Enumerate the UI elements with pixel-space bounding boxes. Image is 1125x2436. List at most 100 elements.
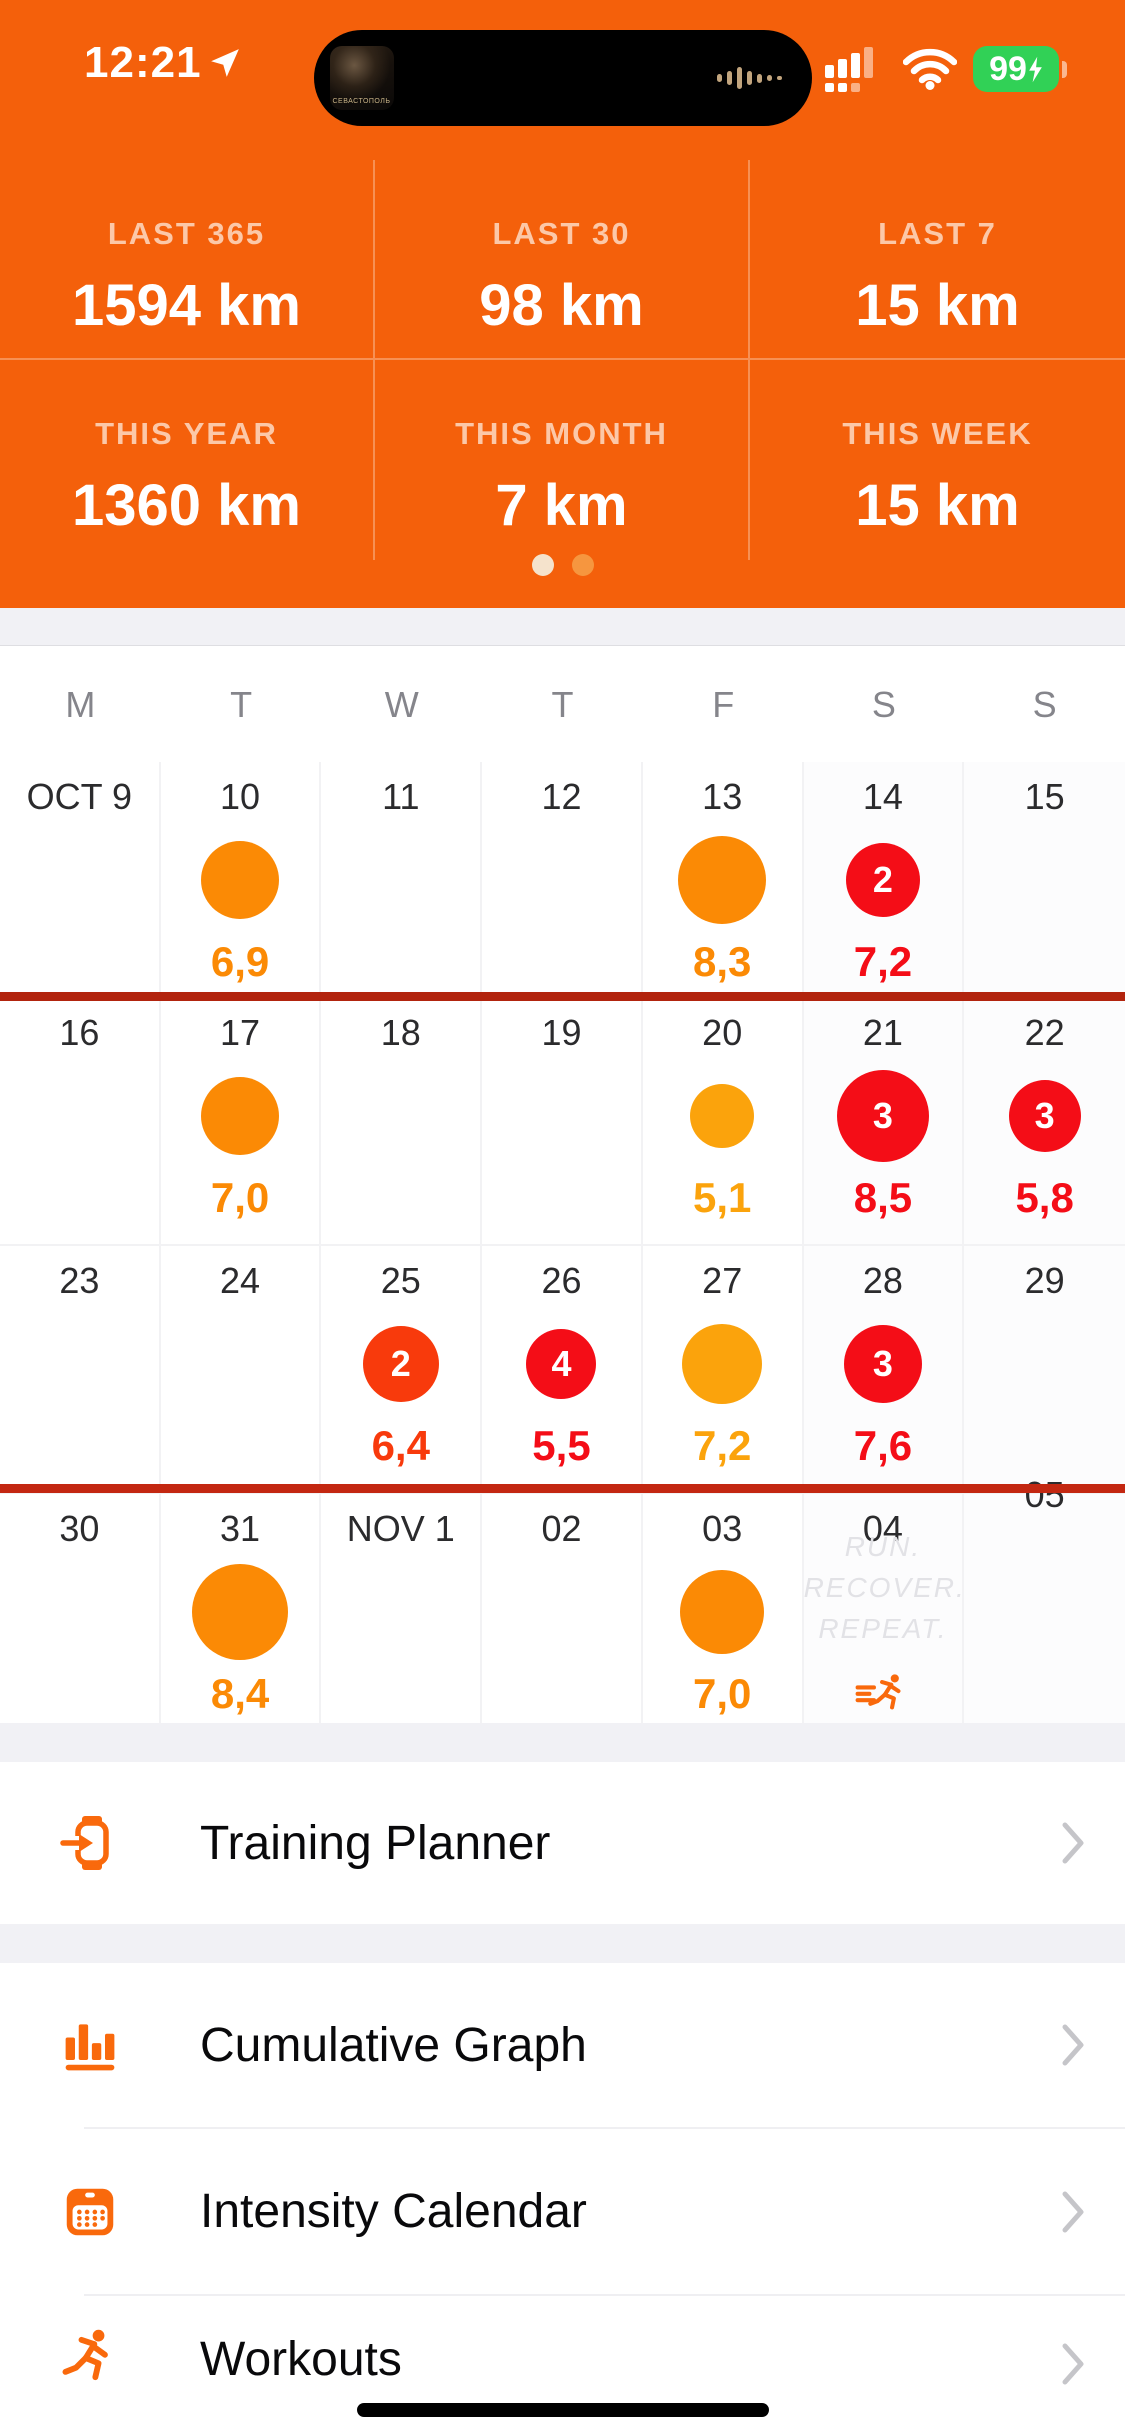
day-number: 18 bbox=[380, 1012, 421, 1053]
home-indicator[interactable] bbox=[356, 2403, 769, 2417]
activity-dot[interactable]: 2 bbox=[845, 843, 920, 917]
stat-this-month: THIS MONTH 7 km bbox=[375, 360, 750, 560]
row-divider bbox=[84, 2127, 1125, 2129]
day-number: 17 bbox=[220, 1012, 261, 1053]
audio-waveform-icon bbox=[716, 67, 782, 89]
stat-value: 7 km bbox=[495, 473, 628, 538]
calendar-day-cell[interactable]: 02 bbox=[482, 1494, 643, 1729]
stat-last-7: LAST 7 15 km bbox=[750, 160, 1125, 360]
day-number: 23 bbox=[59, 1260, 100, 1301]
weekday-label: S bbox=[871, 683, 896, 725]
calendar-day-cell[interactable]: 12 bbox=[482, 762, 643, 996]
calendar-day-cell[interactable]: 19 bbox=[482, 998, 643, 1244]
page-indicator[interactable] bbox=[0, 554, 1125, 576]
calendar-day-cell[interactable]: 05 bbox=[964, 1474, 1125, 1729]
activity-dot[interactable]: 3 bbox=[843, 1325, 922, 1403]
training-planner-section: Training Planner bbox=[0, 1762, 1125, 1924]
menu-row-cumulative-graph[interactable]: Cumulative Graph bbox=[0, 1963, 1125, 2127]
calendar-day-cell[interactable]: 16 bbox=[0, 998, 161, 1244]
menu-row-training-planner[interactable]: Training Planner bbox=[0, 1762, 1125, 1924]
distance-value: 7,6 bbox=[853, 1422, 913, 1469]
activity-dot[interactable] bbox=[682, 1324, 763, 1404]
promo-text: RUN. RECOVER. REPEAT. bbox=[803, 1531, 966, 1644]
calendar-day-cell[interactable]: 24 bbox=[161, 1246, 322, 1492]
calendar-day-cell[interactable]: 25 2 6,4 bbox=[321, 1246, 483, 1492]
activity-dot[interactable]: 3 bbox=[1008, 1080, 1081, 1152]
status-time: 12:21 bbox=[84, 38, 240, 88]
calendar-day-cell[interactable]: 31 8,4 bbox=[161, 1494, 322, 1729]
activity-dot[interactable] bbox=[680, 1570, 765, 1654]
distance-value: 5,1 bbox=[693, 1174, 752, 1221]
workout-count: 4 bbox=[551, 1343, 572, 1384]
activity-dot[interactable] bbox=[201, 1077, 280, 1155]
calendar-day-cell[interactable]: 23 bbox=[0, 1246, 161, 1492]
stat-label: LAST 365 bbox=[107, 216, 266, 251]
calendar-day-cell[interactable]: OCT 9 bbox=[0, 762, 161, 996]
day-number: 02 bbox=[541, 1508, 582, 1549]
weekday-label: W bbox=[384, 683, 419, 725]
page-dot-active[interactable] bbox=[531, 554, 554, 576]
calendar-day-cell[interactable]: 28 3 7,6 bbox=[803, 1246, 965, 1492]
chevron-right-icon bbox=[1062, 2024, 1084, 2066]
album-art: СЕВАСТОПОЛЬ bbox=[329, 46, 394, 110]
distance-value: 8,3 bbox=[693, 938, 752, 985]
menu-row-intensity-calendar[interactable]: Intensity Calendar bbox=[0, 2129, 1125, 2294]
day-number: 13 bbox=[702, 776, 743, 817]
distance-value: 7,2 bbox=[693, 1422, 752, 1469]
activity-dot[interactable] bbox=[690, 1084, 755, 1148]
calendar-day-cell[interactable]: 15 bbox=[964, 762, 1125, 996]
day-number: 04 bbox=[862, 1508, 903, 1549]
dynamic-island[interactable]: СЕВАСТОПОЛЬ bbox=[313, 30, 812, 126]
day-number: 11 bbox=[382, 776, 420, 817]
calendar-day-cell[interactable]: 22 3 5,8 bbox=[964, 998, 1125, 1244]
activity-dot[interactable]: 3 bbox=[836, 1070, 929, 1162]
chevron-right-icon bbox=[1062, 2343, 1084, 2385]
calendar-day-cell[interactable]: 29 bbox=[964, 1246, 1125, 1492]
runner-icon bbox=[58, 2326, 122, 2390]
weekday-label: M bbox=[65, 683, 96, 725]
distance-value: 7,0 bbox=[693, 1670, 752, 1717]
calendar-day-cell[interactable]: 27 7,2 bbox=[643, 1246, 804, 1492]
workout-count: 3 bbox=[1034, 1095, 1055, 1136]
battery-charging-icon: 99 bbox=[973, 46, 1067, 92]
stat-label: LAST 7 bbox=[878, 216, 997, 251]
day-number: 20 bbox=[702, 1012, 743, 1053]
status-icons: 99 bbox=[825, 46, 1067, 92]
charging-bolt-icon bbox=[1029, 56, 1042, 82]
calendar-day-cell[interactable]: 17 7,0 bbox=[161, 998, 322, 1244]
calendar-day-cell[interactable]: 13 8,3 bbox=[643, 762, 804, 996]
activity-dot[interactable] bbox=[201, 841, 280, 919]
calendar-day-cell[interactable]: 04 RUN. RECOVER. REPEAT. bbox=[803, 1494, 966, 1729]
chevron-right-icon bbox=[1062, 1822, 1084, 1864]
chevron-right-icon bbox=[1062, 2191, 1084, 2232]
calendar-day-cell[interactable]: 18 bbox=[321, 998, 483, 1244]
bar-chart-icon bbox=[58, 2013, 122, 2077]
page-dot[interactable] bbox=[571, 554, 594, 576]
calendar-day-cell[interactable]: 21 3 8,5 bbox=[803, 998, 965, 1244]
menu-section: Cumulative Graph Intensity Calendar bbox=[0, 1963, 1125, 2436]
activity-dot[interactable]: 2 bbox=[362, 1326, 439, 1402]
activity-dot[interactable] bbox=[678, 836, 767, 924]
day-number: 21 bbox=[862, 1012, 903, 1053]
distance-value: 6,4 bbox=[371, 1422, 430, 1469]
day-number: 29 bbox=[1024, 1260, 1065, 1301]
calendar-day-cell[interactable]: NOV 1 bbox=[321, 1494, 483, 1729]
calendar-day-cell[interactable]: 30 bbox=[0, 1494, 161, 1729]
stats-pager[interactable]: LAST 365 1594 km LAST 30 98 km LAST 7 15… bbox=[0, 160, 1125, 560]
cellular-signal-icon bbox=[825, 46, 887, 92]
fast-runner-icon bbox=[804, 1670, 963, 1714]
day-number: 30 bbox=[59, 1508, 100, 1549]
calendar-day-cell[interactable]: 20 5,1 bbox=[643, 998, 804, 1244]
calendar-week-row: 30 31 8,4 NOV 1 02 03 7,0 04 RUN. RECOVER. REPEAT.… bbox=[0, 1474, 1125, 1729]
day-number: 03 bbox=[702, 1508, 743, 1549]
calendar-day-cell[interactable]: 26 4 5,5 bbox=[482, 1246, 643, 1492]
day-number: 10 bbox=[220, 776, 261, 817]
calendar-day-cell[interactable]: 10 6,9 bbox=[161, 762, 322, 996]
activity-dot[interactable]: 4 bbox=[526, 1329, 597, 1399]
calendar-day-cell[interactable]: 11 bbox=[321, 762, 483, 996]
weekday-label: T bbox=[551, 683, 574, 725]
activity-dot[interactable] bbox=[192, 1564, 289, 1660]
calendar-icon bbox=[58, 2180, 122, 2244]
calendar-day-cell[interactable]: 03 7,0 bbox=[643, 1494, 804, 1729]
calendar-day-cell[interactable]: 14 2 7,2 bbox=[803, 762, 965, 996]
